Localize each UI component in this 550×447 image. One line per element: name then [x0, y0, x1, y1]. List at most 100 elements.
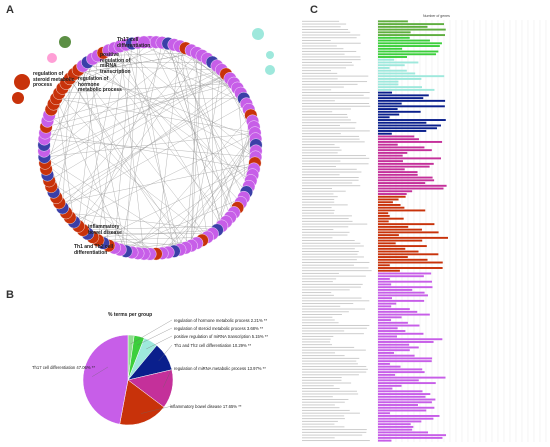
network-edge — [191, 52, 197, 246]
bar-row-label — [302, 122, 357, 124]
bar-row-label — [302, 278, 337, 280]
bar-row-label — [302, 289, 350, 291]
bar-row-label — [302, 338, 331, 340]
bar-row-label — [302, 234, 348, 236]
bar-row-label — [302, 407, 340, 409]
bar-row-label — [302, 256, 364, 258]
pie-label-steroid: regulation of steroid metabolic process … — [174, 326, 264, 331]
bar-row-label — [302, 212, 334, 214]
bar-row — [378, 206, 405, 209]
bar-row-label — [302, 163, 369, 165]
bar-row — [378, 417, 434, 420]
bar-row — [378, 406, 435, 409]
bar-row-label — [302, 135, 360, 137]
bar-row-label — [302, 388, 340, 389]
bar-row-label — [302, 177, 359, 178]
bar-row-label — [302, 157, 370, 159]
bar-row — [378, 72, 416, 75]
bar-row — [378, 308, 410, 311]
bar-row-label — [302, 144, 335, 146]
bar-row — [378, 349, 410, 352]
network-edge — [149, 41, 235, 213]
bar-row — [378, 102, 402, 105]
bar-row — [378, 28, 446, 31]
network-edge — [97, 236, 208, 241]
bar-row — [378, 277, 390, 280]
bar-row — [378, 204, 401, 206]
network-edge — [97, 162, 255, 241]
bar-row — [378, 176, 433, 179]
bar-row-label — [302, 251, 359, 252]
bar-row — [378, 160, 403, 163]
bar-row-label — [302, 130, 370, 132]
network-label-th1th2: Th1 and Th2 cell differentiation — [74, 244, 114, 256]
bar-row — [378, 171, 418, 174]
bar-row-label — [302, 45, 337, 47]
network-edge — [82, 65, 109, 246]
bar-row — [378, 275, 424, 278]
bar-row-label — [302, 259, 357, 261]
network-node — [266, 51, 274, 59]
bar-row-label — [302, 360, 357, 362]
bar-row — [378, 346, 419, 349]
bar-row-label — [302, 31, 351, 33]
bar-row — [378, 50, 439, 53]
bar-row-label — [302, 59, 361, 61]
network-edge — [44, 162, 157, 254]
bar-row-label — [302, 396, 333, 398]
bar-row-label — [302, 357, 360, 359]
bar-row-label — [302, 440, 370, 442]
bar-row-label — [302, 198, 335, 200]
bar-row — [378, 121, 427, 124]
bar-row — [378, 261, 443, 264]
bar-row — [378, 45, 440, 47]
pie-slice-6 — [82, 334, 129, 425]
bar-row — [378, 127, 437, 130]
network-edge — [82, 225, 222, 231]
bar-row — [378, 425, 414, 428]
bar-row-label — [302, 149, 342, 151]
bar-row-label — [302, 382, 352, 384]
bar-row-label — [302, 78, 338, 80]
network-edge — [167, 43, 222, 227]
bar-row-label — [302, 53, 345, 55]
network-edge — [212, 126, 255, 234]
network-edge — [120, 46, 256, 158]
bar-row — [378, 264, 390, 267]
bar-row — [378, 212, 389, 215]
network-node — [12, 92, 24, 104]
bar-row-label — [302, 319, 335, 321]
bar-row-label — [302, 275, 366, 277]
bar-row — [378, 313, 430, 316]
bar-row-label — [302, 111, 333, 113]
bar-row-label — [302, 352, 336, 354]
bar-row-label — [302, 327, 367, 329]
bar-row-label — [302, 72, 338, 74]
network-edge — [167, 43, 244, 198]
bar-row-label — [302, 420, 338, 422]
bar-row — [378, 146, 425, 149]
pie-leader-line — [92, 366, 109, 377]
bar-row-label — [302, 314, 342, 315]
bar-row-label — [302, 171, 362, 173]
bar-row-label — [302, 245, 364, 247]
network-edge — [161, 42, 249, 187]
network-edge — [87, 62, 251, 181]
bar-row-label — [302, 40, 331, 41]
network-label-th17: Th17 cell differentiation — [117, 37, 151, 49]
bar-row — [378, 319, 392, 322]
network-node-ring — [37, 35, 263, 261]
bar-row-label — [302, 242, 361, 244]
bar-row — [378, 371, 425, 374]
bar-row-label — [302, 226, 349, 228]
network-edge — [46, 73, 227, 170]
bar-row — [378, 321, 408, 324]
bar-row — [378, 280, 432, 283]
bar-row-label — [302, 267, 369, 269]
bar-row — [378, 94, 429, 97]
bar-row — [378, 42, 442, 45]
bar-row — [378, 190, 413, 193]
bar-row — [378, 242, 396, 245]
bar-row — [378, 25, 428, 28]
bar-row-label — [302, 379, 342, 381]
